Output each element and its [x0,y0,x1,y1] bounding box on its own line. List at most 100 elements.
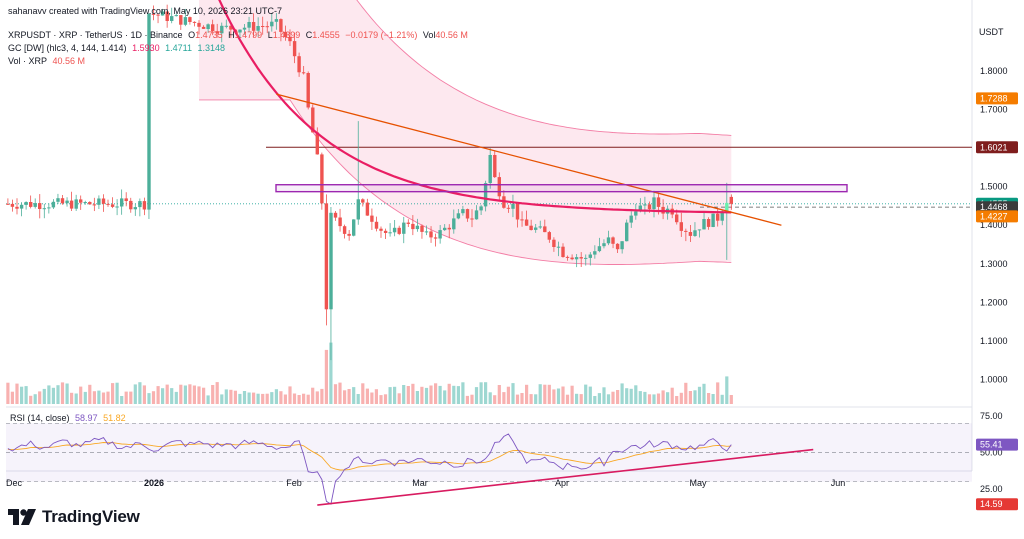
volume-bar [311,387,315,404]
volume-bar [506,386,510,404]
volume-bar [292,393,297,404]
candle-body [524,219,529,226]
volume-bar [484,382,488,404]
volume-bar [170,388,174,404]
volume-bar [647,394,652,404]
price-tick-label: 1.0000 [980,374,1008,384]
volume-bar [656,393,661,404]
candle-body [593,251,597,255]
candle-body [584,257,588,259]
candle-body [411,223,415,230]
candle-body [97,198,101,205]
volume-bar [15,383,19,404]
rsi-badge [976,498,1018,511]
volume-bar [588,386,592,404]
credit-line: sahanavv created with TradingView.com, M… [8,6,282,16]
price-badge [976,201,1018,214]
gc-value-2: 1.4711 [165,43,192,53]
tradingview-logo-icon [8,509,36,525]
volume-bar [279,391,283,404]
volume-bar [652,394,656,404]
volume-legend: Vol · XRP 40.56 M [8,56,86,66]
volume-bar [101,392,106,404]
candle-body [10,203,15,207]
gc-line: GC [DW] (hlc3, 4, 144, 1.414) 1.5930 1.4… [8,43,228,53]
volume-bar [620,383,624,404]
candle-body [165,11,169,21]
candle-body [315,132,319,155]
candle-body [684,230,688,232]
volume-bar [579,394,583,404]
candle-body [638,205,642,212]
volume-bar [156,386,160,404]
volume-bar [247,392,251,404]
candle-body [443,227,447,231]
volume-bar [211,385,215,404]
volume-bar [70,392,74,404]
candle-body [688,232,693,236]
volume-bar [547,384,551,404]
volume-bar [443,390,447,404]
candle-body [602,243,606,247]
candle-body [634,211,638,216]
candle-body [179,15,183,25]
candle-body [188,17,192,22]
candle-body [552,239,556,247]
volume-bar [238,393,242,404]
volume-bar [151,391,156,404]
candle-body [565,256,570,258]
candle-body [338,217,342,227]
price-tick-label: 1.5000 [980,182,1008,192]
descending-trendline [276,93,782,226]
volume-bar [370,392,374,404]
volume-bar [434,383,438,404]
candle-body [274,19,279,22]
volume-bar [106,391,110,404]
candle-body [288,37,292,42]
candle-body [24,202,28,205]
volume-bar [215,382,219,404]
volume-bar [479,382,483,404]
time-tick-label: Jun [831,478,846,488]
price-badge [976,210,1018,223]
candle-body [101,198,106,204]
candle-body [706,219,711,227]
volume-bar [493,395,497,404]
price-badge-label: 1.4468 [980,202,1008,212]
volume-bar [315,391,319,404]
candle-body [497,177,501,197]
volume-bar [556,388,561,404]
candle-body [506,207,511,209]
volume-bar [711,394,715,404]
volume-bar [383,394,388,404]
volume-bar [74,393,78,404]
volume-bar [38,391,42,404]
rsi-pane [6,422,972,506]
candle-body [183,17,188,25]
volume-legend-value: 40.56 M [52,56,86,66]
candle-body [356,199,360,220]
volume-bar [92,391,96,404]
volume-bar [538,384,542,404]
symbol-label: XRPUSDT · XRP · TetherUS · 1D · Binance [8,30,183,40]
candle-body [402,222,406,234]
open-value: 1.4735 [195,30,223,40]
candle-body [392,227,397,233]
candle-body [19,204,24,209]
candle-body [620,241,624,250]
volume-bar [283,394,287,404]
volume-bar [233,390,237,404]
candle-body [424,231,429,233]
volume-bar [543,384,547,404]
candle-body [579,257,583,259]
candle-body [433,237,438,239]
volume-bar [56,385,60,404]
candle-body [324,203,329,310]
candle-body [415,225,420,230]
volume-bar [379,395,383,404]
volume-bar [338,382,342,404]
rsi-badge-label: 14.59 [980,499,1003,509]
candle-body [229,25,233,30]
time-tick-label: May [689,478,707,488]
